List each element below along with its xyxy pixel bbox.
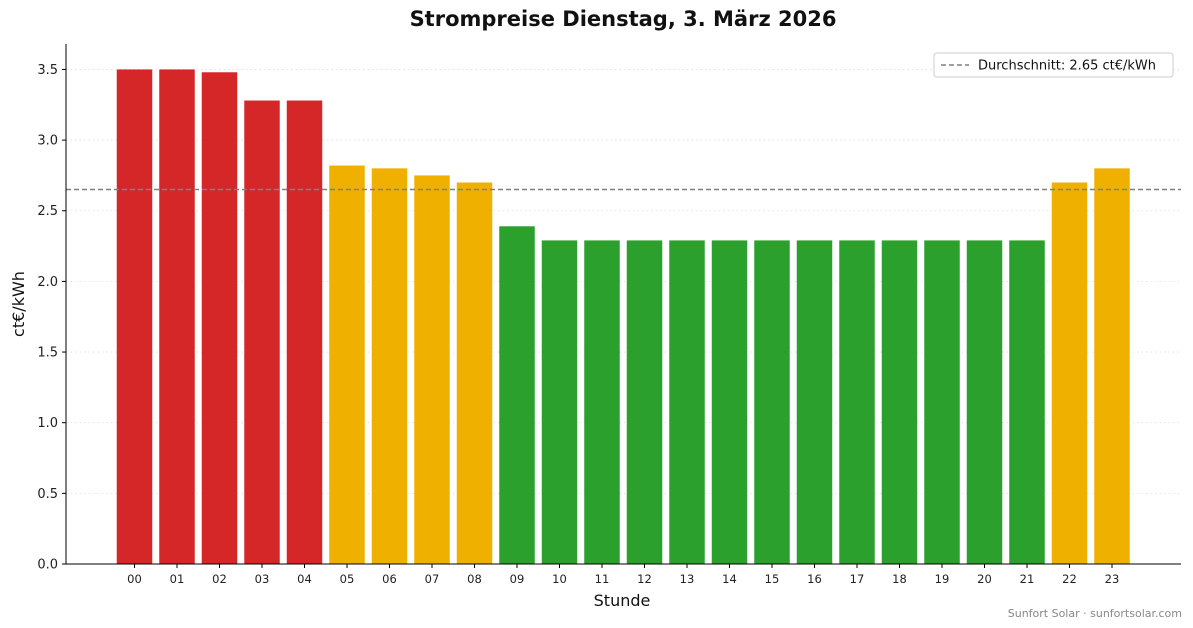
bar-17 xyxy=(839,240,875,565)
y-tick-label: 1.0 xyxy=(37,416,58,431)
bar-23 xyxy=(1094,168,1130,564)
bar-18 xyxy=(881,240,918,565)
bar-19 xyxy=(924,240,960,565)
legend-box xyxy=(933,52,1174,78)
chart-title: Strompreise Dienstag, 3. März 2026 xyxy=(410,7,837,31)
bar-11 xyxy=(584,240,620,565)
x-tick-label: 01 xyxy=(170,572,185,586)
x-tick-label: 13 xyxy=(680,572,695,586)
bar-09 xyxy=(499,226,535,565)
y-tick-label: 3.0 xyxy=(37,134,58,149)
x-tick-label: 10 xyxy=(552,572,567,586)
x-tick-label: 21 xyxy=(1020,572,1035,586)
bar-13 xyxy=(669,240,705,565)
x-tick-label: 20 xyxy=(977,572,992,586)
x-tick-label: 12 xyxy=(637,572,652,586)
legend: Durchschnitt: 2.65 ct€/kWh xyxy=(933,52,1174,78)
y-tick-label: 1.5 xyxy=(37,346,58,361)
x-tick-label: 22 xyxy=(1062,572,1077,586)
bar-20 xyxy=(966,240,1003,565)
x-tick-label: 08 xyxy=(467,572,482,586)
x-ticks: 00 01 02 03 04 05 06 07 08 09 10 11 12 13 14 15 16 17 18 19… xyxy=(127,564,1119,586)
bar-02 xyxy=(201,72,238,565)
bar-16 xyxy=(796,240,833,565)
x-tick-label: 23 xyxy=(1105,572,1120,586)
bar-15 xyxy=(754,240,790,565)
x-axis-label: Stunde xyxy=(594,591,651,610)
y-tick-label: 0.0 xyxy=(37,558,58,573)
bar-08 xyxy=(456,182,493,564)
x-tick-label: 18 xyxy=(892,572,907,586)
bar-04 xyxy=(286,100,323,565)
x-tick-label: 09 xyxy=(510,572,525,586)
bar-22 xyxy=(1051,182,1088,564)
bar-10 xyxy=(541,240,578,565)
y-tick-label: 2.0 xyxy=(37,275,58,290)
bar-07 xyxy=(414,175,450,565)
bar-03 xyxy=(244,100,280,565)
bar-12 xyxy=(626,240,663,565)
legend-label: Durchschnitt: 2.65 ct€/kWh xyxy=(978,59,1156,74)
x-tick-label: 14 xyxy=(722,572,737,586)
x-tick-label: 05 xyxy=(340,572,355,586)
x-tick-label: 15 xyxy=(765,572,780,586)
footer-credit: Sunfort Solar · sunfortsolar.com xyxy=(1008,607,1182,620)
bar-06 xyxy=(371,168,408,564)
x-tick-label: 11 xyxy=(595,572,610,586)
x-tick-label: 07 xyxy=(425,572,440,586)
bar-01 xyxy=(159,69,195,564)
y-tick-label: 3.5 xyxy=(37,63,58,78)
axes xyxy=(65,44,1181,565)
x-tick-label: 02 xyxy=(212,572,227,586)
x-tick-label: 06 xyxy=(382,572,397,586)
bar-14 xyxy=(711,240,748,565)
x-tick-label: 19 xyxy=(935,572,950,586)
bar-00 xyxy=(116,69,153,564)
x-tick-label: 04 xyxy=(297,572,312,586)
y-ticks: 0.0 0.5 1.0 1.5 2.0 2.5 3.0 3.5 xyxy=(37,63,66,573)
x-tick-label: 03 xyxy=(255,572,270,586)
y-tick-label: 2.5 xyxy=(37,204,58,219)
bar-05 xyxy=(329,165,365,565)
x-tick-label: 16 xyxy=(807,572,822,586)
x-tick-label: 17 xyxy=(850,572,865,586)
bar-21 xyxy=(1009,240,1045,565)
y-axis-label: ct€/kWh xyxy=(9,271,28,337)
bar-series xyxy=(116,69,1130,565)
x-tick-label: 00 xyxy=(127,572,142,586)
y-tick-label: 0.5 xyxy=(37,487,58,502)
